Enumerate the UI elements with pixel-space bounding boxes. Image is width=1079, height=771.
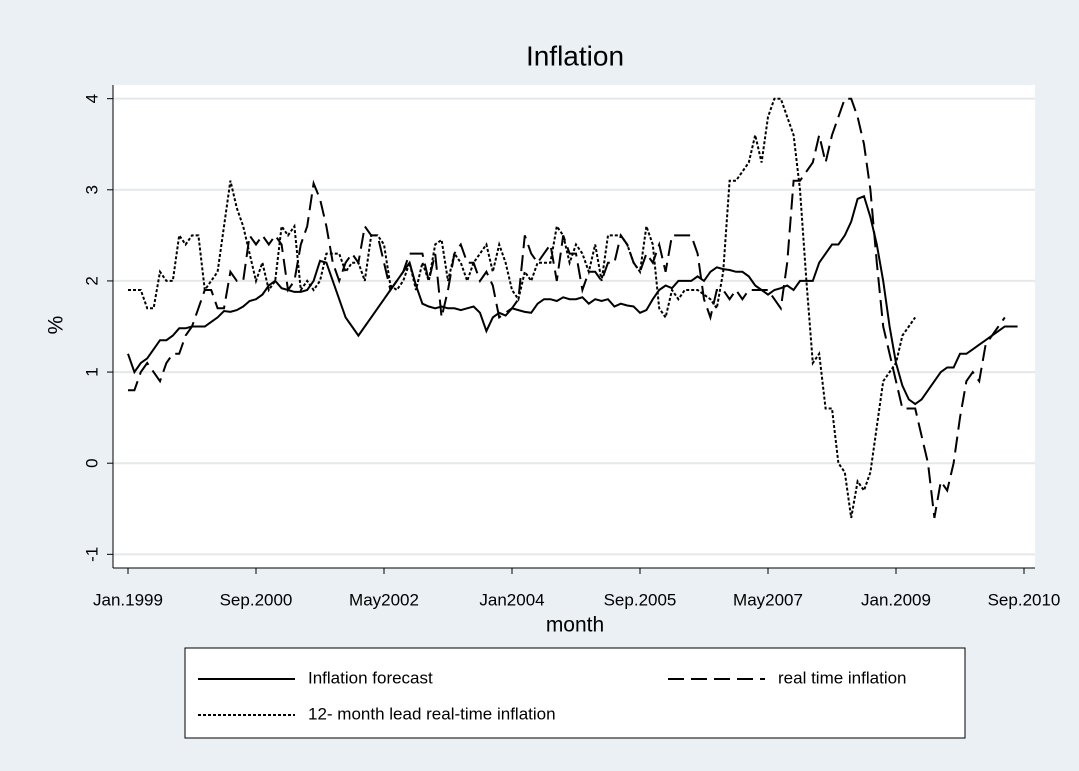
y-tick-label: 1	[82, 367, 101, 376]
x-tick-label: Sep.2005	[604, 590, 677, 609]
legend-box	[184, 647, 966, 739]
x-tick-label: Jan.2009	[861, 590, 931, 609]
x-tick-label: May2007	[733, 590, 803, 609]
x-axis-label: month	[546, 614, 604, 637]
y-tick-label: 4	[82, 94, 101, 103]
x-tick-label: May2002	[349, 590, 419, 609]
chart-title: Inflation	[526, 40, 624, 71]
x-tick-label: Sep.2000	[220, 590, 293, 609]
legend-label: Inflation forecast	[308, 668, 433, 687]
y-tick-label: -1	[82, 547, 101, 562]
plot-area	[113, 85, 1035, 568]
y-tick-label: 0	[82, 458, 101, 467]
y-tick-label: 3	[82, 185, 101, 194]
x-tick-label: Sep.2010	[988, 590, 1061, 609]
series-line	[127, 194, 1018, 406]
y-axis-label: %	[45, 316, 68, 335]
y-tick-label: 2	[82, 276, 101, 285]
x-tick-label: Jan.1999	[93, 590, 163, 609]
legend-label: real time inflation	[778, 668, 907, 687]
legend-label: 12- month lead real-time inflation	[308, 704, 556, 723]
series-line	[128, 97, 917, 519]
series-line	[128, 97, 1006, 519]
x-tick-label: Jan2004	[479, 590, 544, 609]
